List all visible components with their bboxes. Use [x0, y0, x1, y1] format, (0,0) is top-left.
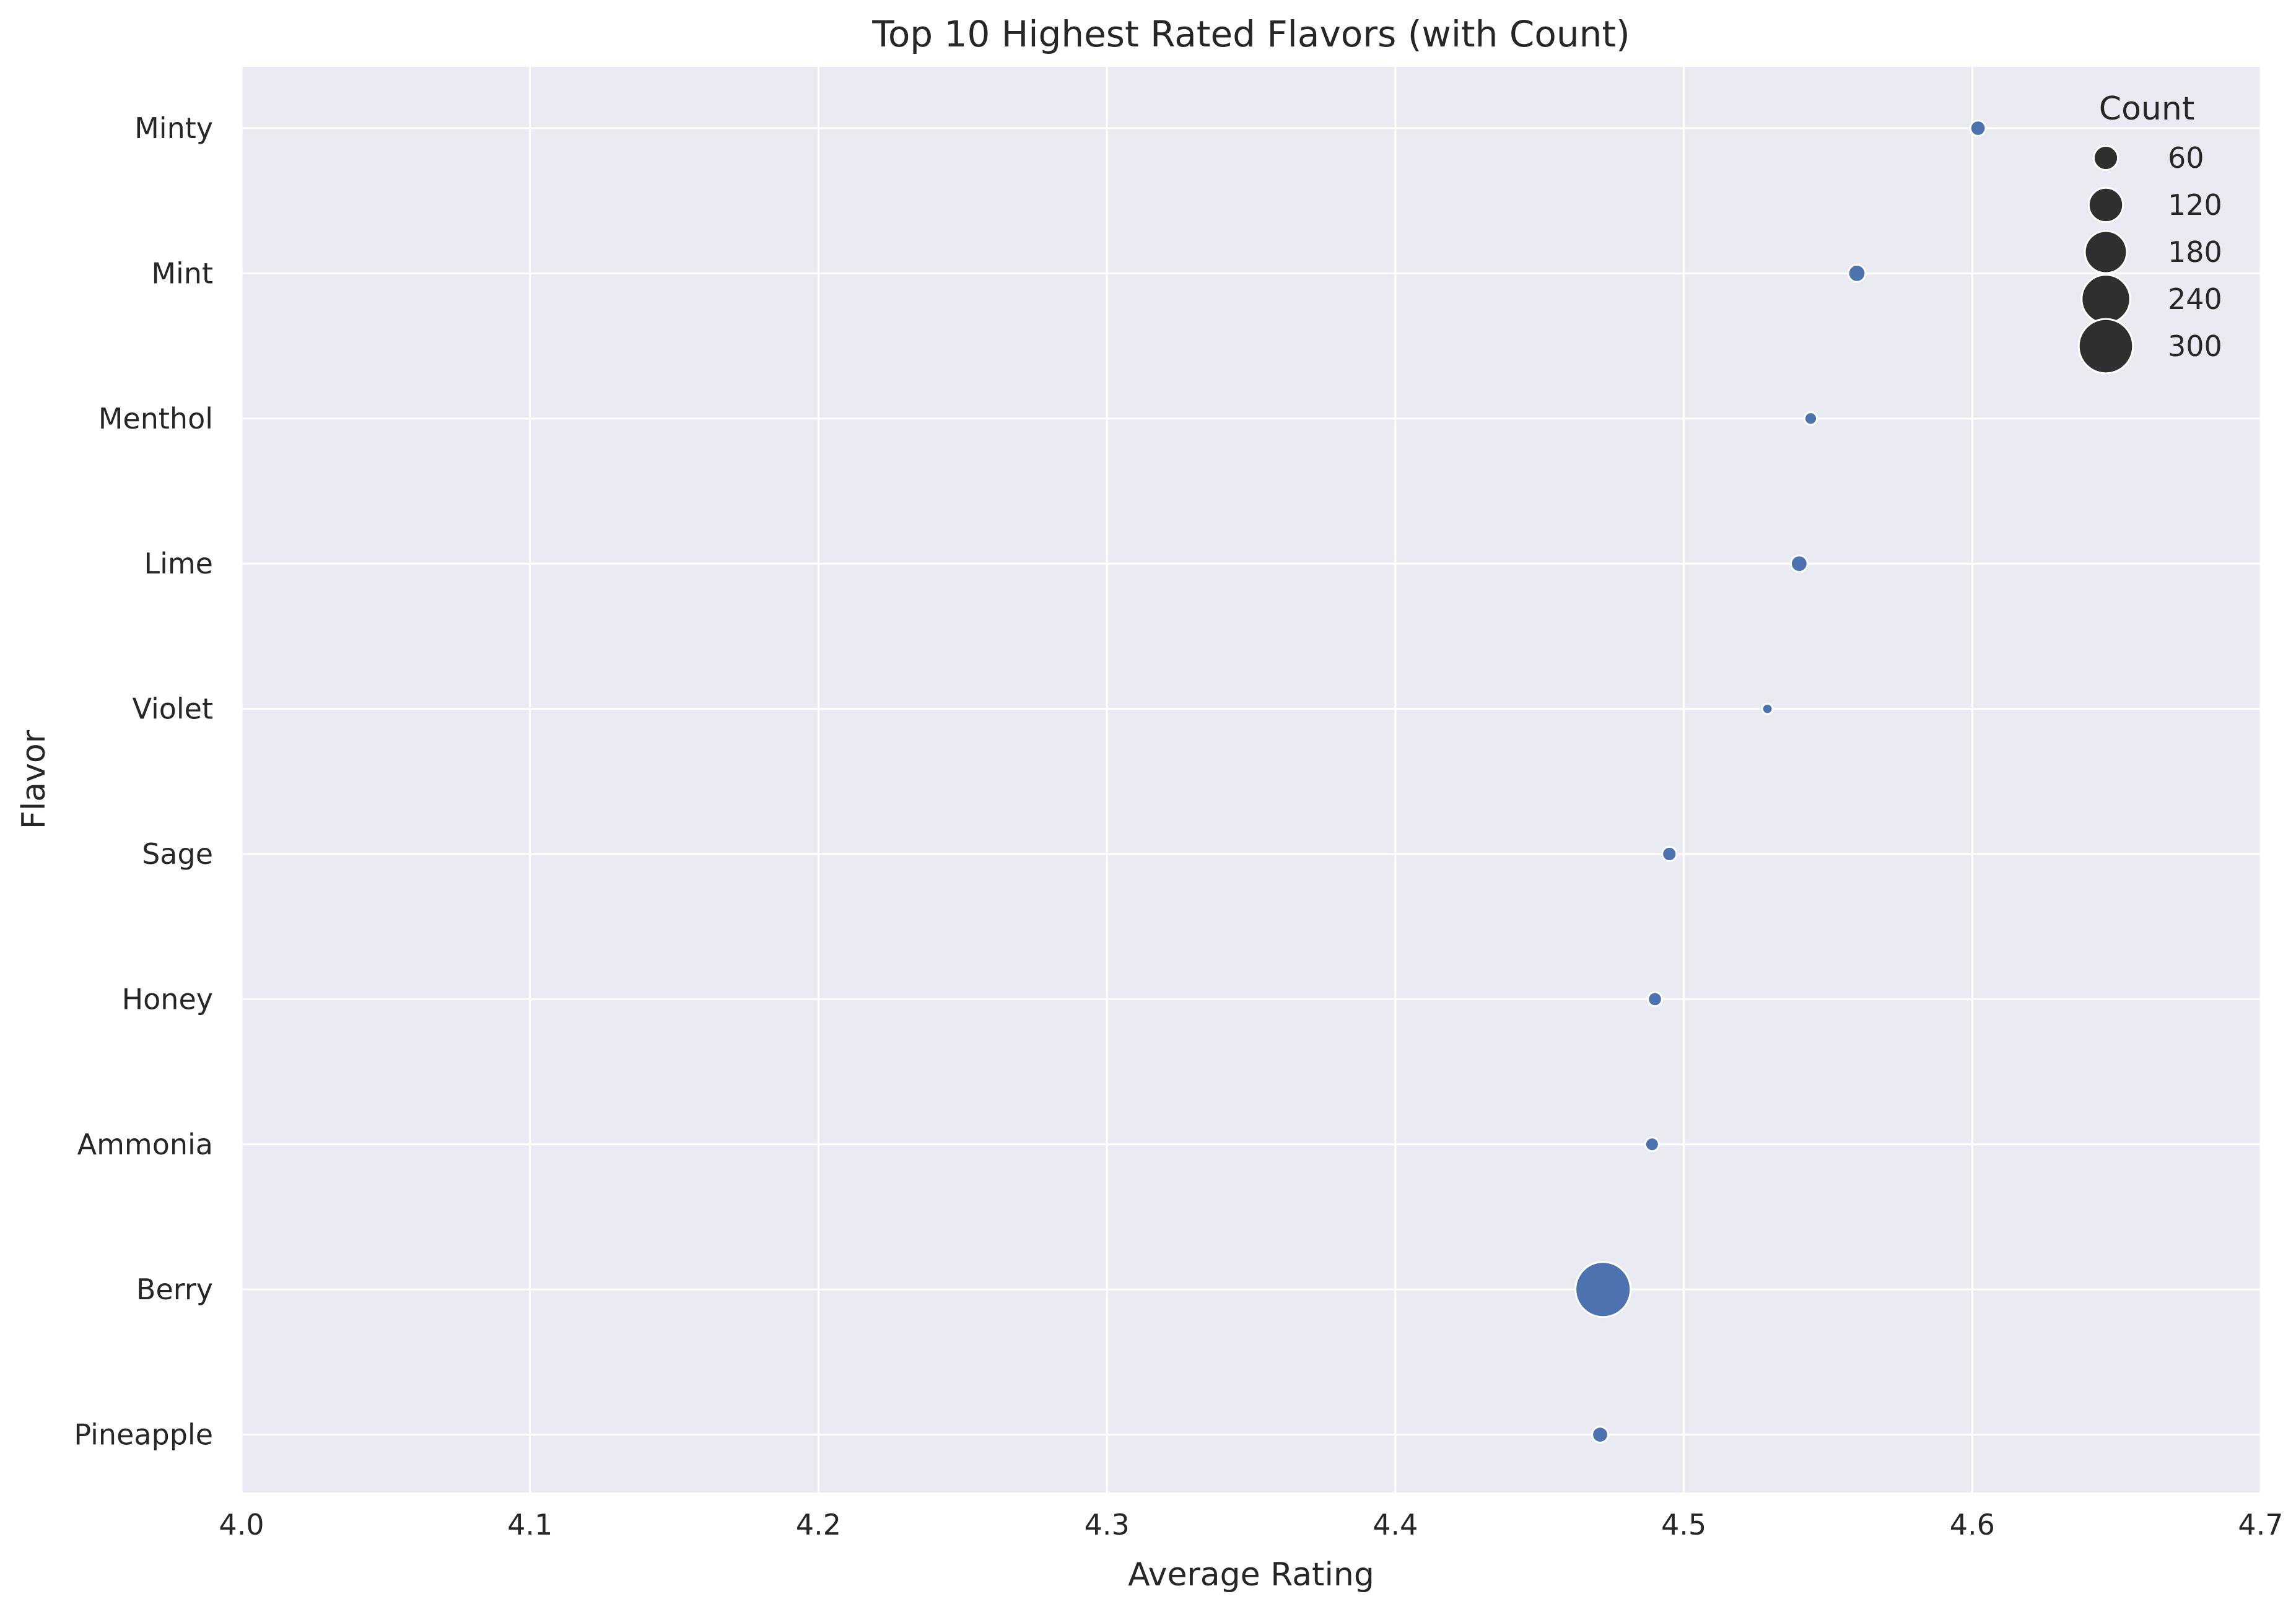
legend-marker [2080, 274, 2131, 325]
legend-label: 60 [2168, 141, 2204, 175]
y-tick-label: Mint [151, 256, 213, 290]
data-point [1803, 411, 1818, 426]
legend-label: 300 [2168, 329, 2222, 363]
y-tick-label: Berry [136, 1273, 213, 1306]
x-axis-label: Average Rating [1128, 1556, 1374, 1593]
x-tick-label: 4.7 [2238, 1508, 2283, 1541]
y-tick-label: Violet [133, 692, 214, 726]
y-tick-label: Lime [144, 547, 213, 580]
x-tick-label: 4.4 [1373, 1508, 1418, 1541]
x-tick-labels: 4.0 4.1 4.2 4.3 4.4 4.5 4.6 4.7 [219, 1508, 2283, 1541]
legend-marker [2077, 318, 2134, 375]
y-axis-label: Flavor [15, 730, 53, 829]
legend-label: 120 [2168, 188, 2222, 222]
data-point [1969, 120, 1987, 137]
legend-marker [2092, 144, 2119, 172]
legend-title: Count [2099, 90, 2194, 128]
plot-area [242, 67, 2261, 1492]
y-tick-label: Pineapple [74, 1418, 213, 1452]
x-tick-label: 4.2 [796, 1508, 841, 1541]
data-points [1574, 120, 1987, 1444]
data-point [1647, 991, 1663, 1008]
x-tick-label: 4.5 [1661, 1508, 1706, 1541]
y-tick-label: Sage [142, 837, 213, 871]
y-tick-label: Minty [134, 111, 213, 145]
data-point [1661, 845, 1678, 863]
legend-marker [2087, 186, 2124, 224]
x-tick-label: 4.1 [507, 1508, 552, 1541]
y-tick-labels: Minty Mint Menthol Lime Violet Sage Honey Ammon… [74, 111, 213, 1452]
legend-label: 240 [2168, 282, 2222, 316]
legend: Count 60 120 180 240 300 [2077, 90, 2222, 375]
data-point [1761, 702, 1774, 715]
chart-title: Top 10 Highest Rated Flavors (with Count… [871, 13, 1630, 55]
legend-marker [2084, 230, 2128, 274]
data-point [1789, 554, 1809, 573]
legend-label: 180 [2168, 235, 2222, 269]
y-tick-label: Honey [122, 982, 213, 1016]
data-point [1574, 1261, 1632, 1318]
data-point [1644, 1136, 1660, 1152]
x-tick-label: 4.0 [219, 1508, 264, 1541]
y-tick-label: Menthol [98, 402, 213, 435]
x-tick-label: 4.6 [1950, 1508, 1995, 1541]
data-point [1847, 264, 1867, 283]
y-tick-label: Ammonia [77, 1128, 213, 1161]
data-point [1591, 1426, 1609, 1444]
x-tick-label: 4.3 [1085, 1508, 1130, 1541]
grid-lines [240, 67, 2262, 1492]
